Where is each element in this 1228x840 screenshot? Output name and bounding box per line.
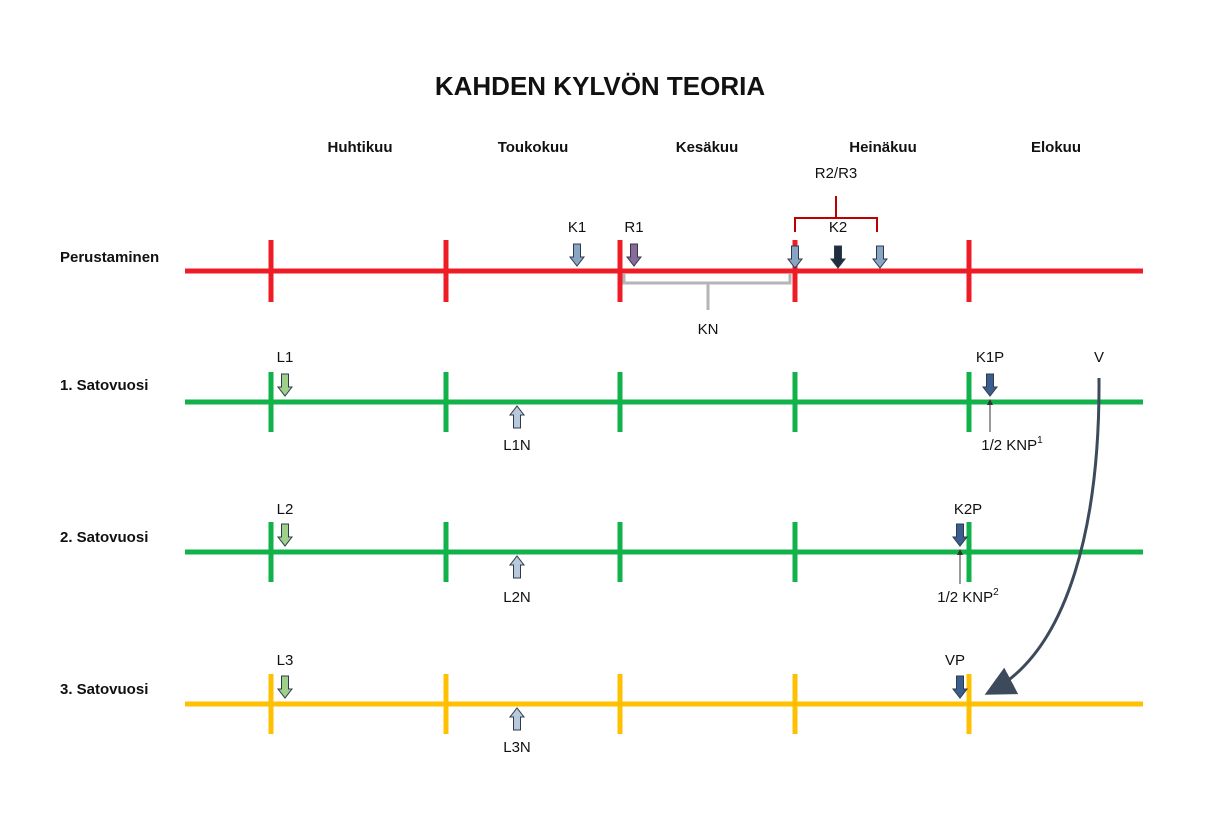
row-label: 3. Satovuosi	[60, 681, 148, 698]
label-sup: 1	[1037, 435, 1043, 446]
arrow	[830, 245, 846, 269]
month: Elokuu	[1031, 139, 1081, 156]
label: L3	[277, 652, 294, 669]
months: Huhtikuu Toukokuu Kesäkuu Heinäkuu Eloku…	[328, 139, 1082, 156]
label-text: 1/2 KNP	[937, 589, 993, 606]
label: V	[1094, 349, 1104, 366]
timelines	[185, 240, 1143, 734]
label: L3N	[503, 739, 531, 756]
label: L2	[277, 501, 294, 518]
arrow	[277, 675, 293, 699]
month: Kesäkuu	[676, 139, 739, 156]
timeline	[185, 240, 1143, 302]
label: R2/R3	[815, 165, 858, 182]
title: KAHDEN KYLVÖN TEORIA	[435, 71, 766, 101]
label: L1N	[503, 437, 531, 454]
label: L2N	[503, 589, 531, 606]
arrow	[872, 245, 888, 269]
arrow	[982, 373, 998, 397]
month: Huhtikuu	[328, 139, 393, 156]
label: R1	[624, 219, 643, 236]
timeline	[185, 522, 1143, 582]
label: K1P	[976, 349, 1004, 366]
curve-arrow	[984, 377, 1101, 695]
arrow	[787, 245, 803, 269]
kn-bracket	[622, 274, 792, 310]
label: VP	[945, 652, 965, 669]
row-label: 1. Satovuosi	[60, 377, 148, 394]
r-bracket	[794, 196, 878, 232]
label-sup: 2	[993, 587, 999, 598]
arrow	[509, 555, 525, 579]
arrows	[277, 243, 998, 731]
row-label: Perustaminen	[60, 249, 159, 266]
arrow	[569, 243, 585, 267]
arrow	[952, 523, 968, 547]
row-label: 2. Satovuosi	[60, 529, 148, 546]
timeline	[185, 372, 1143, 432]
label-text: 1/2 KNP	[981, 437, 1037, 454]
arrow	[277, 373, 293, 397]
month: Toukokuu	[498, 139, 569, 156]
arrow	[626, 243, 642, 267]
arrow	[277, 523, 293, 547]
label: K2P	[954, 501, 982, 518]
label: K1	[568, 219, 586, 236]
timeline	[185, 674, 1143, 734]
month: Heinäkuu	[849, 139, 917, 156]
label: K2	[829, 219, 847, 236]
arrow	[509, 707, 525, 731]
label: 1/2 KNP1	[981, 435, 1043, 454]
label: L1	[277, 349, 294, 366]
label: 1/2 KNP2	[937, 587, 999, 606]
arrow	[952, 675, 968, 699]
label: KN	[698, 321, 719, 338]
arrow	[509, 405, 525, 429]
